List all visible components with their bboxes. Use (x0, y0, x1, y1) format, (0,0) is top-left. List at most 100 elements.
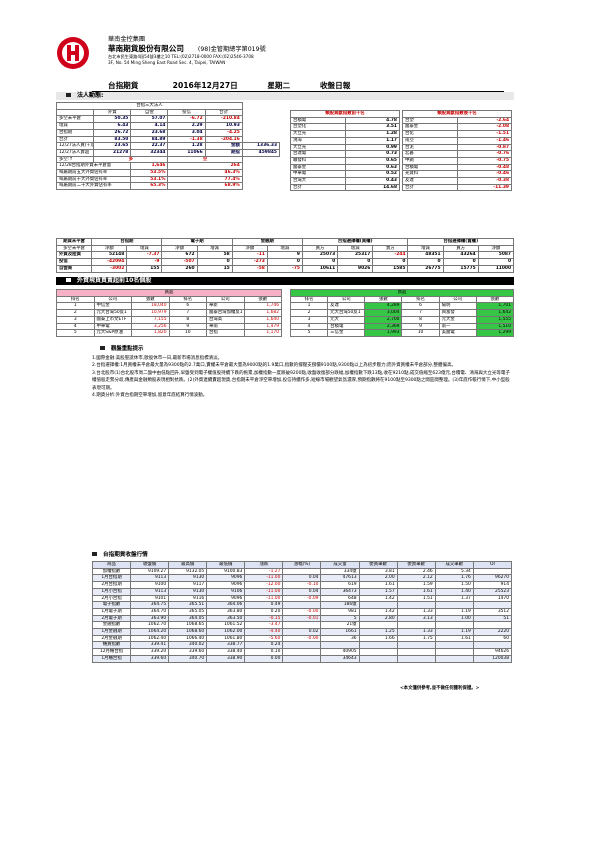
column-header: 張數 (364, 295, 403, 304)
stock-name: 國泰金 (402, 123, 458, 132)
positive-contrib-title: 類股貢獻指數前十名 (290, 110, 400, 118)
table-cell: 3512 (472, 607, 513, 616)
report-name: 台指期貨 (108, 81, 139, 90)
table-cell: 58 (196, 251, 233, 260)
stock-name: 大立光 (290, 143, 346, 152)
table-row: 電子指數 364.75 365.51 364.06 0.49 186億 (91, 601, 513, 609)
table-cell: 338.77 (206, 641, 246, 650)
column-header: 張數 (131, 295, 170, 304)
table-row: 台積電 4.78 (290, 116, 400, 125)
rank: 9 (168, 322, 207, 331)
table-row: 2 元大台灣50反1 3,004 7 興富發 1,642 (289, 309, 515, 317)
table-cell: 363.50 (206, 614, 246, 623)
oi-header-row: 期貨未平倉 台指期 電子期 金融期 台指選擇權(買權) 台指選擇權(賣權) (55, 238, 514, 246)
negative-contrib-title: 類股貢獻指數後十名 (402, 110, 512, 118)
shares: 1,682 (243, 309, 282, 317)
analysis-point: 2.台指選擇權:1月買權未平倉最大量為9300點的2.7萬口,賣權未平倉最大量為… (92, 363, 457, 368)
table-row: 多空未平倉 50.35 57.07 -6.72 -210.84 (55, 115, 280, 124)
stock-name: 中華電 (290, 170, 346, 179)
table-cell: 120038 (472, 654, 513, 663)
table-cell: 672 (161, 251, 198, 260)
table-cell: -5.60 (244, 634, 284, 643)
row-label: 自營商 (55, 264, 93, 273)
table-cell: 1.61 (396, 587, 436, 596)
table-cell: 68.9% (167, 182, 243, 191)
table-cell: 1.40 (434, 587, 474, 596)
table-cell: 9 (266, 251, 303, 260)
active-stocks-section-title: 外資現貨買賣超前10名個股 (77, 277, 152, 284)
report-type: 收盤日報 (319, 81, 351, 90)
column-subheader: 增減 (337, 244, 374, 253)
institutional-section-bar: 法人動態: (56, 92, 514, 100)
table-row: 1月電子期 364.70 365.05 363.80 0.20 -0.00 981 1.42 1… (91, 607, 513, 616)
table-row: 台泥 -0.87 (402, 143, 512, 152)
shares: 1,701 (475, 302, 515, 311)
table-cell: -7.37 (126, 251, 163, 260)
table-cell: 1066.40 (168, 634, 208, 643)
row-label: 12/27法人買(+)賣 (55, 142, 95, 150)
table-row: 台灣大 0.43 (290, 177, 400, 185)
table-cell: 1.19 (434, 628, 474, 636)
header-rule (92, 91, 504, 92)
table-cell: 1.75 (396, 634, 436, 643)
positive-contrib-table: 類股貢獻指數前十名 台積電 4.78 台塑化 3.51 大立光 1.28 鴻海 1.17 大立光… (290, 110, 400, 192)
institutional-section-title: 法人動態: (77, 92, 104, 99)
row-label: 多空:↑ (55, 155, 95, 164)
stock-name: 宏碁 (402, 150, 458, 158)
report-weekday: 星期二 (267, 81, 291, 90)
company-logo (57, 37, 89, 69)
table-cell: 83.50 (93, 135, 132, 144)
table-row: 3 國泰上市文ETF 7,155 8 台灣高 1,640 (56, 315, 282, 324)
org-name: 華南金控集團 (108, 36, 146, 43)
table-row: 合計 83.50 84.89 -1.38 -204.16 (55, 135, 280, 144)
table-cell: 15 (196, 264, 233, 273)
product-name: 1月台指期 (91, 574, 132, 583)
table-cell: 25523 (472, 587, 513, 596)
stock-name: 南亞 (402, 136, 458, 145)
row-label: 增減 (55, 122, 95, 130)
table-cell: 34643 (320, 654, 360, 663)
table-cell: 84.89 (130, 135, 169, 144)
table-cell: 3.81 (358, 567, 398, 576)
table-cell (282, 601, 322, 609)
column-header: 金融期 (231, 238, 303, 246)
table-cell: 1.61 (358, 581, 398, 589)
column-header: 台指選擇權(買權) (301, 238, 409, 246)
table-cell: -1.27 (244, 567, 284, 576)
table-row: 台塑 -2.64 (402, 116, 512, 125)
sell-table: 賣超 排名 公司 張數 排名 公司 張數 1 友達 4,289 6 陽明 1,701 2 元大台灣50反1… (289, 289, 515, 337)
table-cell: 1.51 (396, 594, 436, 603)
table-cell: -0.10 (282, 581, 322, 589)
product-name: 2月小台指 (91, 594, 132, 603)
table-cell: 50.35 (93, 115, 132, 124)
table-row: 國泰金 -2.08 (402, 123, 512, 132)
table-cell: 15775 (442, 264, 479, 273)
column-header: 排名 (401, 295, 440, 304)
quotes-section-title-text: 台指期貨收盤行情 (103, 552, 148, 558)
rank: 2 (56, 309, 95, 317)
product-name: 加權指數 (91, 567, 132, 576)
table-cell: -58 (231, 264, 268, 273)
table-cell: 金額 (204, 142, 243, 150)
bullet-icon (100, 346, 105, 350)
table-row: 櫃買指數 339.41 340.02 338.77 0.24 (91, 641, 513, 650)
table-cell: 1068.65 (168, 621, 208, 630)
table-row: 南亞 -1.46 (402, 136, 512, 145)
column-header: 張數 (243, 295, 282, 304)
column-header: 自營 (130, 108, 169, 117)
table-cell (282, 648, 322, 656)
table-cell: 9106 (206, 587, 246, 596)
table-cell: 0.49 (244, 601, 284, 609)
table-cell: 5087 (477, 251, 515, 260)
table-cell (434, 641, 474, 650)
table-cell (358, 621, 398, 630)
table-cell: 1062.00 (206, 628, 246, 636)
shares: 2,700 (364, 315, 403, 324)
table-cell: 0.00 (244, 654, 284, 663)
table-cell: 9100 (130, 581, 170, 589)
row-label: 外資及陸資 (55, 251, 93, 260)
table-cell: 1585 (372, 264, 409, 273)
table-row: 每屬期前二十大外資佔有率 65.3% 68.9% (55, 182, 280, 191)
column-header: 排名 (168, 295, 207, 304)
table-cell: 619 (320, 581, 360, 589)
